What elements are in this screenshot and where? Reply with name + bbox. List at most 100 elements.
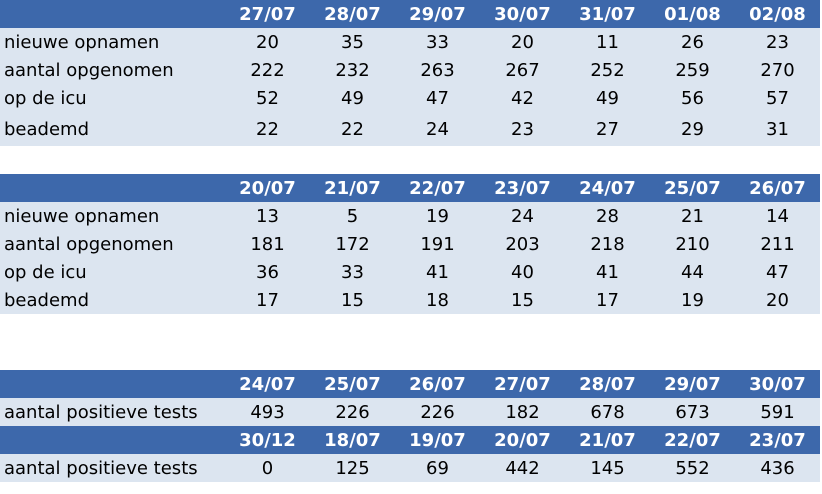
column-header: 29/07 bbox=[664, 373, 721, 395]
cell-value: 31 bbox=[766, 118, 789, 140]
cell-value: 28 bbox=[596, 205, 619, 227]
column-header: 25/07 bbox=[664, 177, 721, 199]
header-row: 30/12 18/07 19/07 20/07 21/07 22/07 23/07 bbox=[0, 426, 820, 454]
column-header: 24/07 bbox=[239, 373, 296, 395]
cell-value: 5 bbox=[346, 205, 359, 227]
column-header: 27/07 bbox=[494, 373, 551, 395]
column-header: 29/07 bbox=[409, 3, 466, 25]
cell-value: 17 bbox=[256, 289, 279, 311]
row-label: beademd bbox=[4, 289, 89, 311]
row-label: nieuwe opnamen bbox=[4, 31, 160, 53]
cell-value: 24 bbox=[426, 118, 449, 140]
cell-value: 41 bbox=[596, 261, 619, 283]
cell-value: 18 bbox=[426, 289, 449, 311]
header-row: 27/07 28/07 29/07 30/07 31/07 01/08 02/08 bbox=[0, 0, 820, 28]
cell-value: 591 bbox=[760, 401, 795, 423]
cell-value: 19 bbox=[426, 205, 449, 227]
cell-value: 0 bbox=[261, 457, 274, 479]
cell-value: 57 bbox=[766, 87, 789, 109]
cell-value: 26 bbox=[681, 31, 704, 53]
cell-value: 56 bbox=[681, 87, 704, 109]
column-header: 30/07 bbox=[749, 373, 806, 395]
column-header: 21/07 bbox=[324, 177, 381, 199]
cell-value: 125 bbox=[335, 457, 370, 479]
cell-value: 36 bbox=[256, 261, 279, 283]
cell-value: 33 bbox=[426, 31, 449, 53]
column-header: 01/08 bbox=[664, 3, 721, 25]
row-label: op de icu bbox=[4, 87, 87, 109]
column-header: 02/08 bbox=[749, 3, 806, 25]
data-row: op de icu 36 33 41 40 41 44 47 bbox=[0, 258, 820, 286]
cell-value: 20 bbox=[511, 31, 534, 53]
cell-value: 252 bbox=[590, 59, 625, 81]
data-row: nieuwe opnamen 20 35 33 20 11 26 23 bbox=[0, 28, 820, 56]
cell-value: 270 bbox=[760, 59, 795, 81]
cell-value: 13 bbox=[256, 205, 279, 227]
cell-value: 226 bbox=[335, 401, 370, 423]
column-header: 23/07 bbox=[749, 429, 806, 451]
cell-value: 226 bbox=[420, 401, 455, 423]
column-header: 20/07 bbox=[239, 177, 296, 199]
cell-value: 11 bbox=[596, 31, 619, 53]
cell-value: 14 bbox=[766, 205, 789, 227]
cell-value: 47 bbox=[426, 87, 449, 109]
cell-value: 19 bbox=[681, 289, 704, 311]
cell-value: 172 bbox=[335, 233, 370, 255]
cell-value: 182 bbox=[505, 401, 540, 423]
cell-value: 17 bbox=[596, 289, 619, 311]
data-row: aantal positieve tests 493 226 226 182 678 673… bbox=[0, 398, 820, 426]
cell-value: 218 bbox=[590, 233, 625, 255]
cell-value: 552 bbox=[675, 457, 710, 479]
row-label: nieuwe opnamen bbox=[4, 205, 160, 227]
cell-value: 673 bbox=[675, 401, 710, 423]
row-label: aantal positieve tests bbox=[4, 457, 198, 479]
cell-value: 210 bbox=[675, 233, 710, 255]
data-row: op de icu 52 49 47 42 49 56 57 bbox=[0, 84, 820, 112]
row-label: aantal positieve tests bbox=[4, 401, 198, 423]
column-header: 22/07 bbox=[664, 429, 721, 451]
cell-value: 211 bbox=[760, 233, 795, 255]
cell-value: 20 bbox=[766, 289, 789, 311]
cell-value: 493 bbox=[250, 401, 285, 423]
cell-value: 263 bbox=[420, 59, 455, 81]
cell-value: 69 bbox=[426, 457, 449, 479]
data-row: aantal positieve tests 0 125 69 442 145 552 436 bbox=[0, 454, 820, 482]
cell-value: 44 bbox=[681, 261, 704, 283]
column-header: 20/07 bbox=[494, 429, 551, 451]
row-label: op de icu bbox=[4, 261, 87, 283]
cell-value: 49 bbox=[596, 87, 619, 109]
column-header: 21/07 bbox=[579, 429, 636, 451]
column-header: 27/07 bbox=[239, 3, 296, 25]
column-header: 30/07 bbox=[494, 3, 551, 25]
cell-value: 267 bbox=[505, 59, 540, 81]
header-row: 24/07 25/07 26/07 27/07 28/07 29/07 30/07 bbox=[0, 370, 820, 398]
column-header: 28/07 bbox=[324, 3, 381, 25]
cell-value: 20 bbox=[256, 31, 279, 53]
column-header: 26/07 bbox=[409, 373, 466, 395]
cell-value: 22 bbox=[341, 118, 364, 140]
cell-value: 181 bbox=[250, 233, 285, 255]
cell-value: 47 bbox=[766, 261, 789, 283]
column-header: 31/07 bbox=[579, 3, 636, 25]
cell-value: 15 bbox=[511, 289, 534, 311]
data-row: nieuwe opnamen 13 5 19 24 28 21 14 bbox=[0, 202, 820, 230]
data-row: aantal opgenomen 181 172 191 203 218 210 211 bbox=[0, 230, 820, 258]
data-row: aantal opgenomen 222 232 263 267 252 259 270 bbox=[0, 56, 820, 84]
cell-value: 23 bbox=[511, 118, 534, 140]
column-header: 22/07 bbox=[409, 177, 466, 199]
data-row: beademd 17 15 18 15 17 19 20 bbox=[0, 286, 820, 314]
cell-value: 678 bbox=[590, 401, 625, 423]
cell-value: 203 bbox=[505, 233, 540, 255]
cell-value: 15 bbox=[341, 289, 364, 311]
cell-value: 145 bbox=[590, 457, 625, 479]
cell-value: 259 bbox=[675, 59, 710, 81]
cell-value: 29 bbox=[681, 118, 704, 140]
column-header: 26/07 bbox=[749, 177, 806, 199]
column-header: 24/07 bbox=[579, 177, 636, 199]
row-label: aantal opgenomen bbox=[4, 233, 174, 255]
cell-value: 49 bbox=[341, 87, 364, 109]
column-header: 23/07 bbox=[494, 177, 551, 199]
column-header: 28/07 bbox=[579, 373, 636, 395]
cell-value: 22 bbox=[256, 118, 279, 140]
